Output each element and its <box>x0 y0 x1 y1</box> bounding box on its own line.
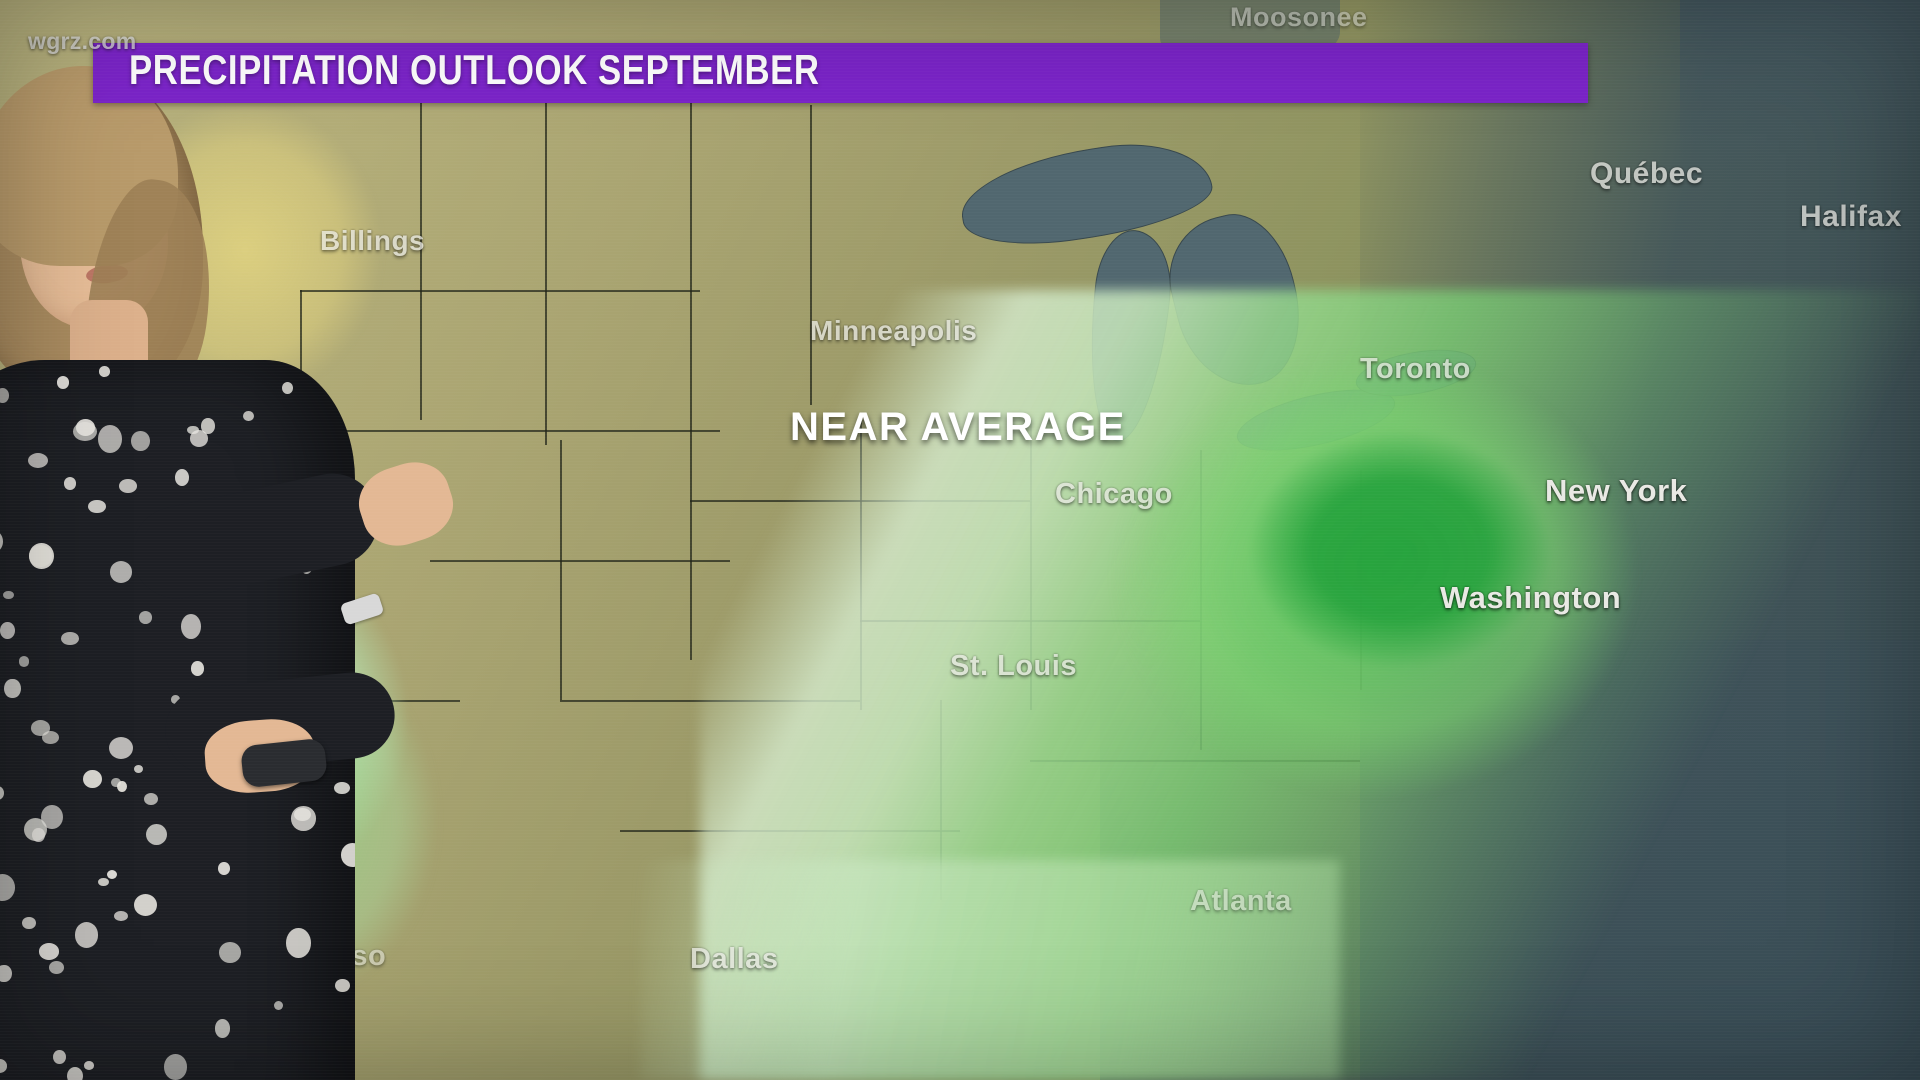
dress-dot <box>83 770 103 789</box>
dress-dot <box>134 894 158 917</box>
city-label: Dallas <box>690 943 779 975</box>
dress-dot <box>31 720 51 736</box>
state-border <box>430 560 730 562</box>
dress-dot <box>32 827 46 843</box>
state-border <box>545 95 547 445</box>
ocean-northeast <box>1680 0 1920 180</box>
dress-dot <box>201 418 215 434</box>
dress-dot <box>0 964 12 983</box>
dress-dot <box>242 410 254 422</box>
dress-dot <box>111 777 121 788</box>
dress-dot <box>116 780 127 792</box>
city-label: Minneapolis <box>810 315 978 346</box>
state-border <box>300 430 720 432</box>
dress-dot <box>144 792 159 805</box>
dress-dot <box>28 452 49 469</box>
state-border <box>810 105 812 405</box>
dress-dot <box>286 928 311 958</box>
city-label: Billings <box>320 225 426 256</box>
dress-dot <box>333 781 350 795</box>
precip-overlay-gulf <box>640 860 1340 1080</box>
state-border <box>420 90 422 420</box>
dress-dot <box>114 910 128 922</box>
dress-dot <box>164 1054 187 1080</box>
dress-dot <box>219 942 241 963</box>
dress-dot <box>282 382 294 395</box>
city-label: Chicago <box>1055 478 1173 510</box>
city-label: St. Louis <box>950 650 1077 682</box>
dress-dot <box>340 842 355 867</box>
dress-dot <box>49 960 65 974</box>
banner-title: PRECIPITATION OUTLOOK SEPTEMBER <box>129 46 820 93</box>
dress-dot <box>41 804 63 829</box>
state-border <box>300 290 700 292</box>
dress-dot <box>187 425 199 435</box>
dress-dot <box>191 661 204 676</box>
dress-dot <box>0 621 16 640</box>
dress-pattern <box>0 360 355 1080</box>
dress-dot <box>38 942 60 960</box>
dress-dot <box>109 736 134 759</box>
dress-dot <box>0 388 9 404</box>
near-average-label: NEAR AVERAGE <box>790 405 1126 449</box>
dress-dot <box>171 695 181 704</box>
dress-dot <box>109 560 132 583</box>
city-label: Québec <box>1590 157 1704 190</box>
dress-dot <box>42 731 60 745</box>
dress-dot <box>18 656 30 667</box>
dress-dot <box>175 468 189 486</box>
station-watermark: wgrz.com <box>28 28 137 54</box>
dress-dot <box>88 499 106 513</box>
dress-dot <box>273 1000 284 1011</box>
state-border <box>690 100 692 660</box>
city-label: Atlanta <box>1190 885 1292 917</box>
dress-dot <box>131 430 150 451</box>
dress-dot <box>139 611 153 624</box>
dress-dot <box>98 425 123 454</box>
title-banner: PRECIPITATION OUTLOOK SEPTEMBER <box>93 43 1588 103</box>
dress-dot <box>0 1059 7 1073</box>
dress-dot <box>215 1019 231 1038</box>
dress-dot <box>0 785 5 800</box>
dress-dot <box>22 916 36 930</box>
dress-dot <box>60 631 79 646</box>
dress-dot <box>29 542 54 569</box>
dress-dot <box>218 861 230 875</box>
dress-dot <box>73 422 98 442</box>
dress-dot <box>98 877 109 886</box>
dress-dot <box>119 478 137 493</box>
city-label: Toronto <box>1360 353 1471 385</box>
dress-dot <box>53 1049 66 1065</box>
city-label: New York <box>1545 473 1688 508</box>
meteorologist <box>0 60 462 1080</box>
dress-dot <box>4 678 21 699</box>
dress-dot <box>0 530 4 553</box>
dress-dot <box>83 1061 95 1070</box>
dress-dot <box>0 874 15 902</box>
dress-dot <box>146 823 168 845</box>
dress-dot <box>57 376 70 389</box>
state-border <box>560 440 562 700</box>
city-label: Washington <box>1440 580 1622 615</box>
dress-dot <box>63 476 77 490</box>
dress-dot <box>3 591 14 600</box>
city-label: Halifax <box>1800 200 1902 233</box>
dress-dot <box>106 869 118 879</box>
dress-dot <box>66 1067 84 1080</box>
dress-dot <box>75 922 99 948</box>
dress-dot <box>133 764 144 774</box>
dress-dot <box>335 978 351 993</box>
dress-dot <box>99 366 110 378</box>
dress-dot <box>291 806 317 831</box>
city-label: Moosonee <box>1230 2 1368 32</box>
dress-dot <box>180 613 202 639</box>
dress-dot <box>189 429 209 447</box>
